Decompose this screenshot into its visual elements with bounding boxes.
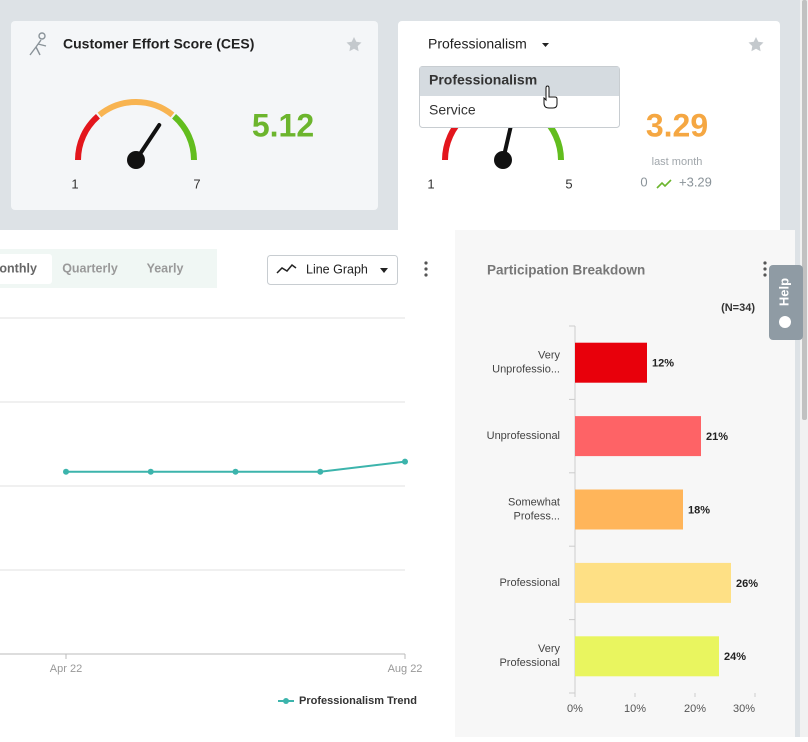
bar <box>575 636 719 677</box>
favorite-star[interactable] <box>748 37 764 52</box>
metric-dropdown[interactable]: Professionalism <box>428 36 549 52</box>
trend-point <box>232 468 239 475</box>
button-caret <box>380 268 388 273</box>
sample-size: (N=34) <box>721 302 755 314</box>
bar <box>575 562 731 603</box>
gauge-hub <box>494 151 512 169</box>
gauge-arc <box>75 113 100 161</box>
dropdown-option[interactable]: Professionalism <box>429 72 537 88</box>
trend-icon <box>656 179 672 189</box>
bar <box>575 416 701 457</box>
gauge-arc <box>97 99 175 118</box>
line-icon <box>276 263 297 274</box>
category-label: Unprofessional <box>487 430 560 442</box>
x-tick-label: Apr 22 <box>50 663 82 675</box>
card-title: Customer Effort Score (CES) <box>63 36 254 52</box>
button-label[interactable]: Line Graph <box>306 262 368 276</box>
gauge-max: 5 <box>565 176 572 191</box>
trend-point <box>147 468 154 475</box>
gauge-min: 1 <box>71 176 78 191</box>
chart-title: Participation Breakdown <box>487 263 645 278</box>
dropdown-label[interactable]: Professionalism <box>428 36 527 52</box>
category-label: Very <box>538 350 561 362</box>
cursor <box>543 85 558 109</box>
bar <box>575 489 683 530</box>
x-tick-label: Aug 22 <box>388 663 423 675</box>
button-frame[interactable] <box>267 255 398 285</box>
ces-card <box>11 21 378 210</box>
help-label[interactable]: Help <box>776 278 791 306</box>
change-value: +3.29 <box>679 174 712 189</box>
score: 5.12 <box>252 107 314 143</box>
bar-label: 24% <box>724 651 746 663</box>
tab[interactable]: Monthly <box>0 261 37 275</box>
dropdown-highlight <box>420 67 619 96</box>
scroll-thumb[interactable] <box>802 0 807 420</box>
dropdown-caret <box>542 43 549 47</box>
bar <box>575 342 647 383</box>
help-tab[interactable] <box>769 265 803 340</box>
category-label: Profess... <box>514 510 560 522</box>
gauge-max: 7 <box>193 176 200 191</box>
kebab-menu[interactable] <box>763 261 767 277</box>
tab[interactable]: Yearly <box>147 261 184 275</box>
category-label: Professional <box>499 577 560 589</box>
active-tab[interactable] <box>0 254 52 284</box>
dropdown-option[interactable]: Service <box>429 102 476 118</box>
legend-label: Professionalism Trend <box>299 695 417 707</box>
score: 3.29 <box>646 107 708 143</box>
legend-marker <box>283 698 289 704</box>
kebab-menu[interactable] <box>424 261 428 277</box>
trend-point <box>402 458 408 465</box>
comparison-label: last month <box>652 156 703 168</box>
gauge-min: 1 <box>427 176 434 191</box>
trend-point <box>63 468 69 475</box>
category-label: Professional <box>499 657 560 669</box>
help-icon <box>779 316 791 328</box>
category-label: Unprofessio... <box>492 364 560 376</box>
favorite-star[interactable] <box>346 37 362 52</box>
trend-point <box>317 468 324 475</box>
bar-label: 18% <box>688 504 710 516</box>
trend-panel <box>0 230 455 737</box>
x-tick-label: 20% <box>684 703 706 715</box>
tab[interactable]: Quarterly <box>62 261 118 275</box>
bar-label: 26% <box>736 578 758 590</box>
x-tick-label: 0% <box>567 703 583 715</box>
category-label: Very <box>538 643 561 655</box>
gauge-arc <box>172 113 197 161</box>
x-tick-label: 10% <box>624 703 646 715</box>
ces-icon <box>29 32 47 56</box>
bar-label: 21% <box>706 431 728 443</box>
bar-label: 12% <box>652 358 674 370</box>
previous-value: 0 <box>640 174 647 189</box>
x-tick-label: 30% <box>733 703 755 715</box>
category-label: Somewhat <box>508 496 560 508</box>
gauge-hub <box>127 151 145 169</box>
view-button[interactable]: Line Graph <box>267 255 398 285</box>
